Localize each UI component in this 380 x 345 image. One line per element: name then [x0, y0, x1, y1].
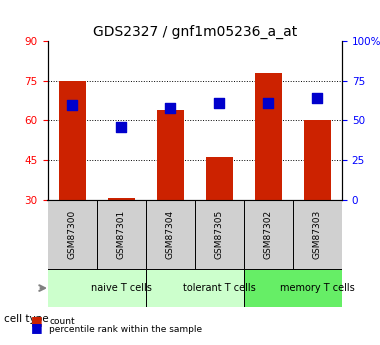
- Text: cell type: cell type: [4, 314, 48, 324]
- Point: [118, 124, 124, 130]
- Point: [314, 96, 320, 101]
- Point: [216, 100, 222, 106]
- Text: percentile rank within the sample: percentile rank within the sample: [49, 325, 203, 334]
- Point: [265, 100, 271, 106]
- Point: [167, 105, 173, 110]
- FancyBboxPatch shape: [195, 199, 244, 269]
- Text: memory T cells: memory T cells: [280, 283, 355, 293]
- Bar: [59, 81, 86, 199]
- FancyBboxPatch shape: [97, 199, 146, 269]
- FancyBboxPatch shape: [48, 199, 97, 269]
- Bar: [255, 73, 282, 199]
- FancyBboxPatch shape: [293, 199, 342, 269]
- FancyBboxPatch shape: [244, 269, 342, 307]
- Text: GSM87305: GSM87305: [215, 210, 224, 259]
- Text: GSM87301: GSM87301: [117, 210, 126, 259]
- Text: ■: ■: [30, 314, 42, 327]
- FancyBboxPatch shape: [146, 269, 244, 307]
- Bar: [108, 198, 135, 199]
- Bar: [206, 157, 233, 199]
- Text: count: count: [49, 317, 75, 326]
- FancyBboxPatch shape: [146, 199, 195, 269]
- Text: ■: ■: [30, 321, 42, 334]
- Text: tolerant T cells: tolerant T cells: [183, 283, 256, 293]
- Bar: [157, 110, 184, 199]
- FancyBboxPatch shape: [244, 199, 293, 269]
- Text: GSM87300: GSM87300: [68, 210, 76, 259]
- Point: [69, 102, 75, 107]
- Text: GSM87303: GSM87303: [313, 210, 322, 259]
- Text: naive T cells: naive T cells: [91, 283, 152, 293]
- Bar: [304, 120, 331, 199]
- Text: GSM87304: GSM87304: [166, 210, 175, 259]
- Title: GDS2327 / gnf1m05236_a_at: GDS2327 / gnf1m05236_a_at: [93, 25, 297, 39]
- FancyBboxPatch shape: [48, 269, 146, 307]
- Text: GSM87302: GSM87302: [264, 210, 273, 259]
